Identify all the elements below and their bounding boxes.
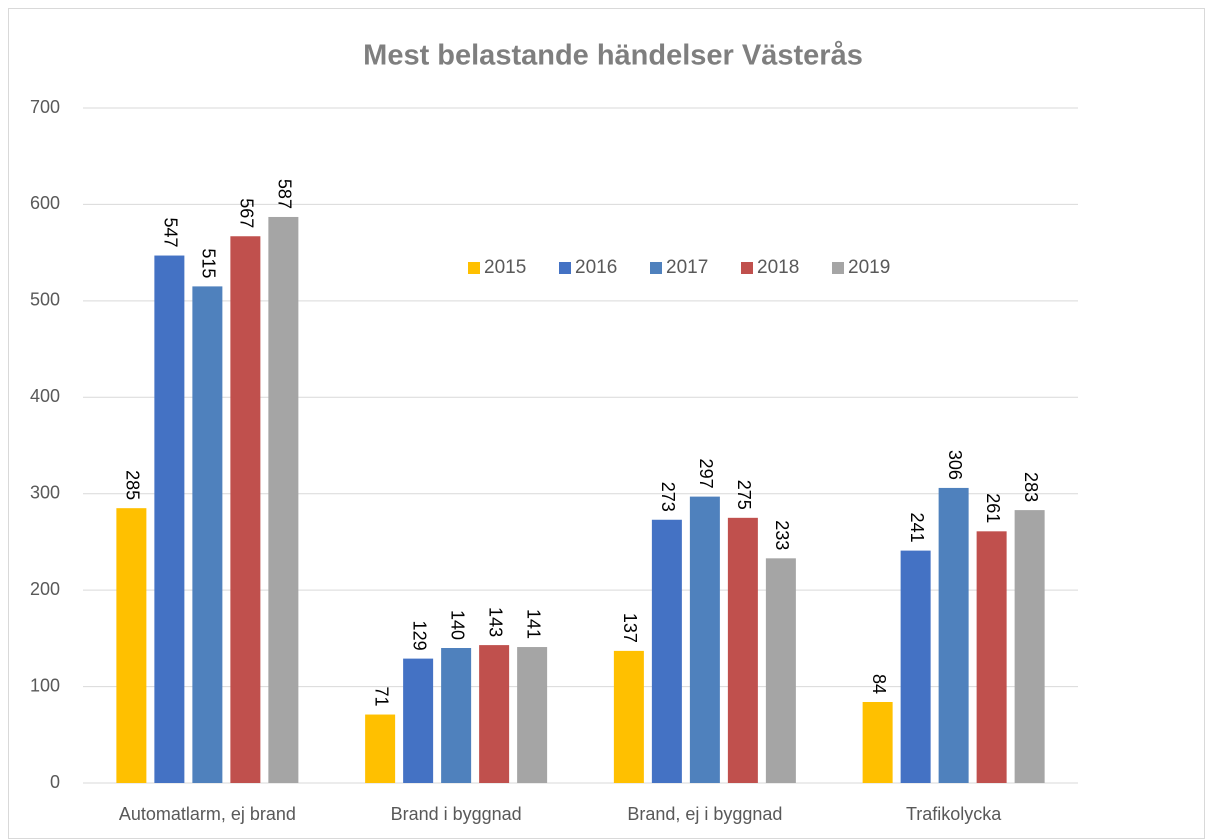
data-label: 129 xyxy=(409,621,429,651)
legend-swatch xyxy=(468,262,480,274)
legend-swatch xyxy=(832,262,844,274)
data-label: 143 xyxy=(485,607,505,637)
chart-title: Mest belastande händelser Västerås xyxy=(363,40,863,72)
data-label: 273 xyxy=(658,482,678,512)
x-tick-label: Automatlarm, ej brand xyxy=(119,804,296,824)
bar xyxy=(365,714,396,783)
y-tick-label: 300 xyxy=(30,482,60,502)
data-label: 515 xyxy=(199,248,219,278)
data-label: 567 xyxy=(237,198,257,228)
bar xyxy=(268,216,299,783)
data-label: 71 xyxy=(371,687,391,707)
data-label: 297 xyxy=(696,459,716,489)
bar xyxy=(938,487,969,783)
data-label: 283 xyxy=(1021,472,1041,502)
data-label: 141 xyxy=(523,609,543,639)
legend-swatch xyxy=(741,262,753,274)
data-label: 261 xyxy=(983,493,1003,523)
data-label: 547 xyxy=(161,217,181,247)
y-tick-label: 100 xyxy=(30,675,60,695)
bar xyxy=(1014,510,1045,783)
y-tick-label: 500 xyxy=(30,290,60,310)
legend-label: 2017 xyxy=(666,257,708,278)
data-label: 285 xyxy=(123,470,143,500)
bar xyxy=(651,519,682,783)
y-tick-label: 400 xyxy=(30,386,60,406)
bar xyxy=(862,702,893,783)
bar xyxy=(976,531,1007,783)
legend-label: 2019 xyxy=(848,257,890,278)
bar xyxy=(403,658,434,783)
data-label: 137 xyxy=(620,613,640,643)
data-label: 233 xyxy=(772,520,792,550)
bar xyxy=(230,236,261,783)
legend-label: 2018 xyxy=(757,257,799,278)
bar xyxy=(479,645,510,783)
x-tick-label: Brand, ej i byggnad xyxy=(627,804,782,824)
data-label: 275 xyxy=(734,480,754,510)
bar xyxy=(727,517,758,783)
bar xyxy=(689,496,720,783)
bar xyxy=(765,558,796,783)
y-tick-label: 200 xyxy=(30,579,60,599)
data-label: 84 xyxy=(869,674,889,694)
y-tick-label: 0 xyxy=(50,772,60,792)
bar xyxy=(441,648,472,783)
data-label: 140 xyxy=(447,610,467,640)
x-tick-label: Brand i byggnad xyxy=(391,804,522,824)
legend-swatch xyxy=(559,262,571,274)
data-label: 587 xyxy=(275,179,295,209)
data-label: 241 xyxy=(907,513,927,543)
bar xyxy=(116,508,147,783)
bar xyxy=(154,255,185,784)
y-tick-label: 700 xyxy=(30,97,60,117)
bar xyxy=(613,650,644,783)
legend-label: 2016 xyxy=(575,257,617,278)
legend-label: 2015 xyxy=(484,257,526,278)
bar xyxy=(517,647,548,783)
x-tick-label: Trafikolycka xyxy=(906,804,1002,824)
bar xyxy=(192,286,223,783)
data-label: 306 xyxy=(945,450,965,480)
legend-swatch xyxy=(650,262,662,274)
bar xyxy=(900,550,931,783)
y-tick-label: 600 xyxy=(30,193,60,213)
